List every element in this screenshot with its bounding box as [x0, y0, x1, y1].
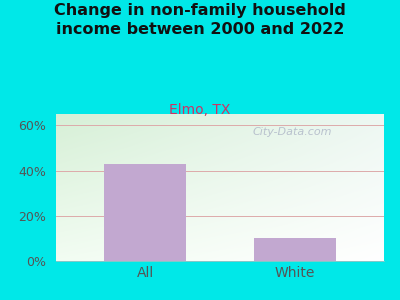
Text: Change in non-family household
income between 2000 and 2022: Change in non-family household income be…: [54, 3, 346, 37]
Text: Elmo, TX: Elmo, TX: [169, 103, 231, 118]
Bar: [254, 238, 336, 261]
Bar: [104, 164, 186, 261]
Text: City-Data.com: City-Data.com: [252, 127, 332, 136]
